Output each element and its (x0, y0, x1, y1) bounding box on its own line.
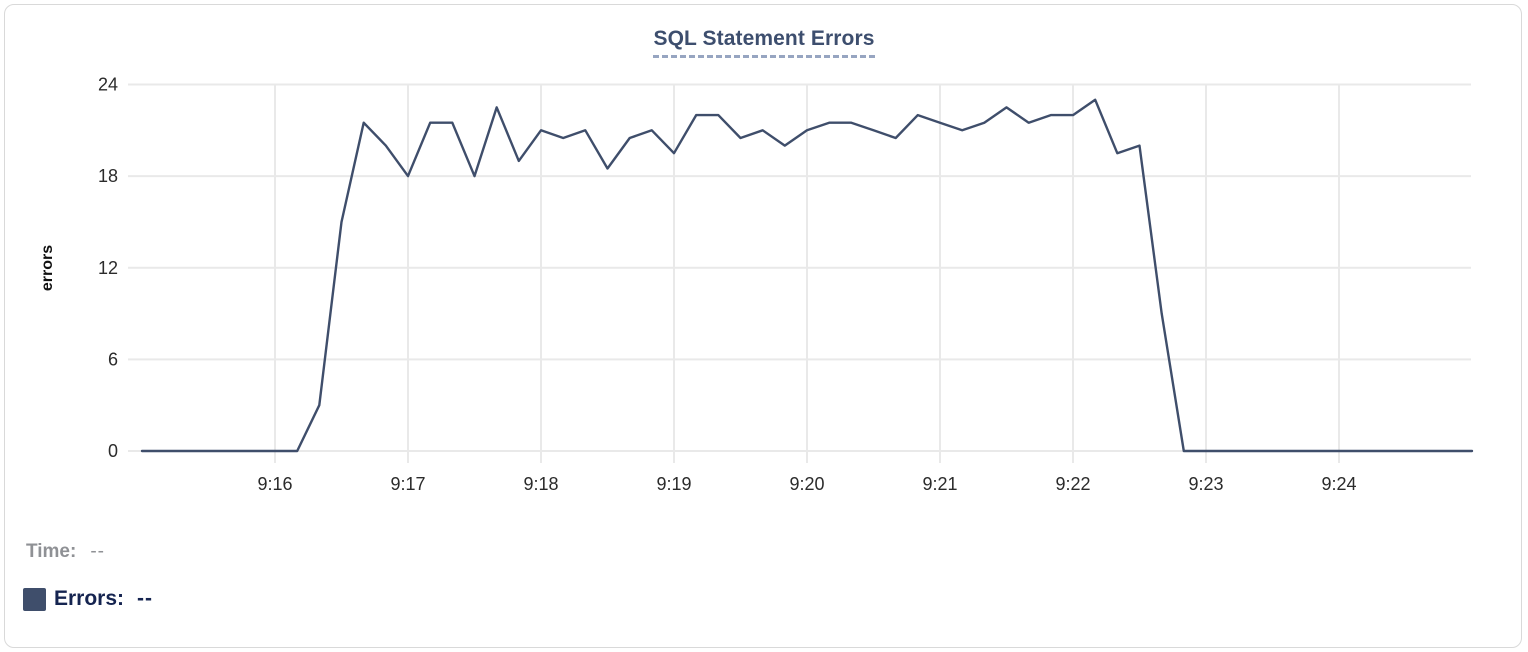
errors-value: -- (137, 587, 154, 610)
y-tick-label: 24 (98, 75, 118, 95)
x-tick-label: 9:21 (922, 474, 957, 494)
y-tick-label: 18 (98, 166, 118, 186)
y-axis-label: errors (39, 244, 56, 292)
time-value: -- (90, 541, 105, 562)
chart-title[interactable]: SQL Statement Errors (653, 27, 875, 58)
y-tick-label: 0 (108, 441, 118, 461)
chart-header: SQL Statement Errors (0, 27, 1528, 58)
x-tick-label: 9:24 (1321, 474, 1356, 494)
tooltip-time-row: Time: -- (26, 541, 105, 563)
x-tick-label: 9:22 (1055, 474, 1090, 494)
x-tick-label: 9:23 (1188, 474, 1223, 494)
y-tick-label: 6 (108, 349, 118, 369)
x-tick-label: 9:17 (390, 474, 425, 494)
time-label: Time: (26, 541, 77, 562)
errors-label: Errors: (54, 587, 125, 610)
legend-errors-row[interactable]: Errors: -- (23, 587, 153, 611)
x-tick-label: 9:19 (656, 474, 691, 494)
y-tick-label: 12 (98, 258, 118, 278)
x-tick-label: 9:18 (523, 474, 558, 494)
x-tick-label: 9:20 (789, 474, 824, 494)
errors-series-line (140, 98, 1474, 453)
chart-card (4, 4, 1522, 648)
x-tick-label: 9:16 (257, 474, 292, 494)
errors-series-swatch (23, 587, 46, 611)
